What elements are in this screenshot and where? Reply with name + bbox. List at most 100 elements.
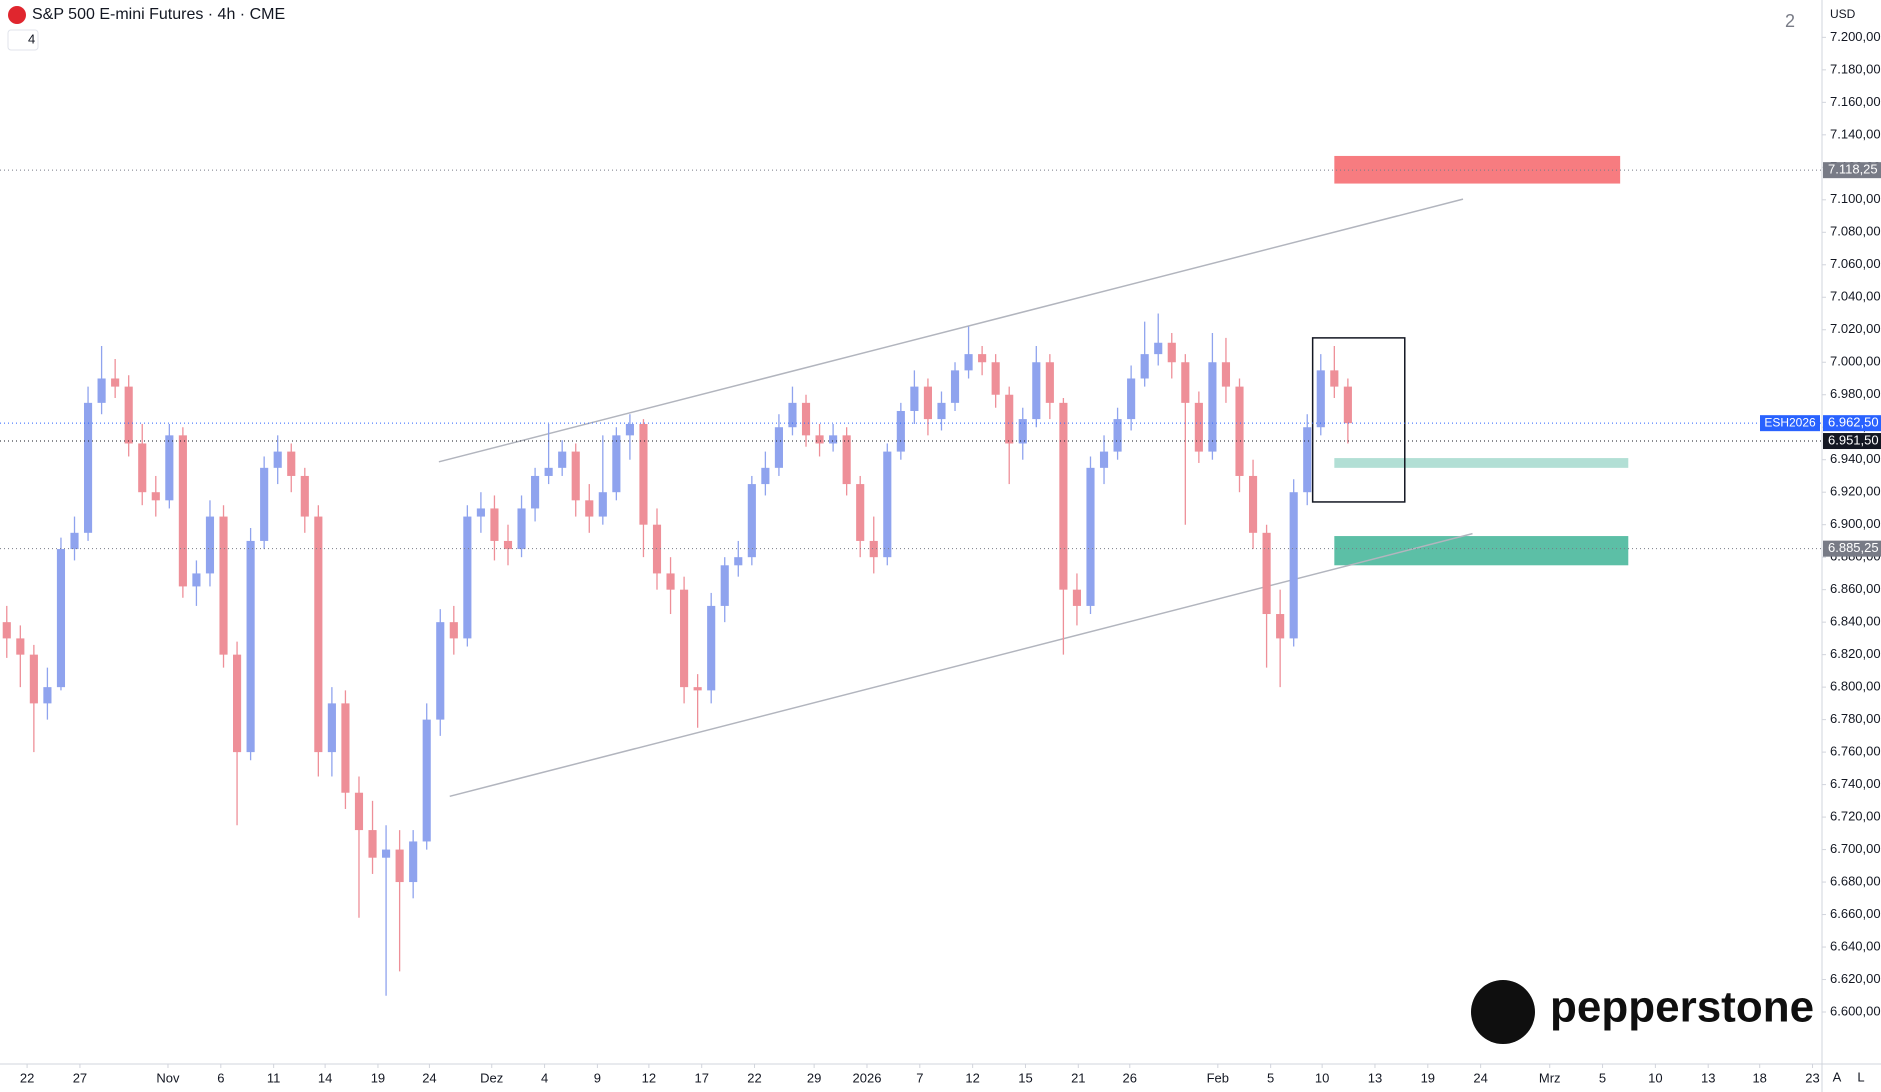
candle-body [29, 654, 38, 704]
candle-body [111, 378, 120, 387]
candle-body [585, 500, 594, 517]
candle-body [327, 703, 336, 753]
x-tick-label: 22 [747, 1070, 761, 1085]
candle-body [801, 402, 811, 436]
x-tick-label: 18 [1752, 1070, 1766, 1085]
x-tick-label: 26 [1123, 1070, 1137, 1085]
candle-body [1221, 362, 1231, 387]
y-tick-label: 6.600,00 [1830, 1003, 1881, 1018]
candle-body [232, 654, 242, 753]
candle-body [707, 605, 716, 691]
price-label: 6.962,50 [1828, 415, 1879, 430]
x-tick-label: 22 [20, 1070, 34, 1085]
candle-body [950, 370, 960, 403]
candle-body [1086, 467, 1095, 606]
candle-body [896, 410, 905, 452]
x-tick-label: 10 [1315, 1070, 1329, 1085]
candle-body [720, 565, 729, 606]
candle-body [273, 451, 282, 468]
watermark-logo: pepperstone [1471, 980, 1814, 1044]
x-tick-label: 12 [642, 1070, 656, 1085]
candle-body [923, 386, 932, 420]
y-tick-label: 6.840,00 [1830, 614, 1881, 629]
candle-body [1262, 532, 1271, 615]
x-tick-label: 24 [1473, 1070, 1487, 1085]
candle-body [1113, 419, 1122, 452]
y-tick-label: 6.760,00 [1830, 744, 1881, 759]
x-tick-label: 5 [1599, 1070, 1606, 1085]
candle-body [260, 467, 269, 541]
auto-scale-button[interactable]: A [1833, 1069, 1842, 1084]
zone [1334, 458, 1629, 468]
x-tick-label: 13 [1701, 1070, 1715, 1085]
candle-body [1289, 492, 1298, 639]
candle-body [910, 386, 919, 411]
candle-body [341, 703, 350, 793]
candle-body [354, 792, 364, 831]
x-tick-label: Dez [480, 1070, 503, 1085]
candle-body [571, 451, 580, 501]
price-label: 7.118,25 [1828, 162, 1878, 177]
candle-body [1167, 342, 1176, 363]
symbol-title[interactable]: S&P 500 E-mini Futures · 4h · CME [32, 6, 285, 23]
y-tick-label: 6.780,00 [1830, 711, 1881, 726]
x-tick-label: 5 [1267, 1070, 1274, 1085]
candle-body [246, 540, 255, 753]
y-tick-label: 7.040,00 [1830, 289, 1881, 304]
watermark-text: pepperstone [1550, 983, 1814, 1032]
candle-body [1194, 402, 1203, 452]
y-tick-label: 6.680,00 [1830, 874, 1881, 889]
candle-body [842, 435, 851, 485]
currency[interactable]: USD [1830, 7, 1856, 21]
candle-body [382, 849, 391, 858]
candle-body [978, 354, 987, 363]
plot-area [0, 155, 1822, 996]
candle-body [503, 540, 513, 550]
x-tick-label: 13 [1368, 1070, 1382, 1085]
candle-body [368, 830, 377, 858]
x-tick-label: 6 [217, 1070, 224, 1085]
trend-line [449, 532, 1473, 798]
candle-body [43, 687, 52, 704]
y-tick-label: 6.940,00 [1830, 451, 1881, 466]
x-tick-label: 15 [1018, 1070, 1032, 1085]
y-tick-label: 6.700,00 [1830, 841, 1881, 856]
candle-body [747, 484, 756, 558]
indicator-toggle[interactable] [7, 29, 39, 51]
price-label-box [1823, 162, 1881, 179]
candle-body [124, 386, 133, 444]
indicator-count[interactable]: 4 [28, 31, 35, 46]
y-tick-label: 6.740,00 [1830, 776, 1881, 791]
candle-body [1235, 386, 1244, 476]
candle-body [666, 573, 675, 590]
price-label: 6.885,25 [1828, 540, 1879, 555]
y-tick-label: 7.160,00 [1830, 94, 1881, 109]
candle-body [1140, 354, 1149, 379]
candle-body [815, 435, 824, 444]
x-tick-label: 14 [318, 1070, 332, 1085]
x-tick-label: 10 [1648, 1070, 1662, 1085]
x-tick-label: 4 [541, 1070, 548, 1085]
series-name-box [1760, 415, 1820, 432]
candle-body [287, 451, 296, 476]
log-scale-button[interactable]: L [1857, 1069, 1864, 1084]
candle-body [612, 435, 621, 493]
candle-body [680, 589, 689, 688]
candle-body [409, 841, 418, 883]
zone [1334, 536, 1629, 566]
candle-body [693, 687, 702, 691]
candle-body [639, 423, 648, 525]
candle-body [1127, 378, 1136, 420]
trend-line [438, 198, 1464, 463]
candle-body [56, 549, 66, 688]
candle-body [625, 423, 634, 436]
candle-body [449, 622, 458, 639]
candle-body [490, 508, 499, 541]
candle-body [1045, 362, 1054, 403]
candle-body [151, 492, 160, 501]
candle-body [1072, 589, 1082, 606]
candle-body [178, 435, 187, 587]
candle-body [436, 622, 445, 720]
x-tick-label: 19 [371, 1070, 385, 1085]
symbol-logo[interactable] [8, 6, 26, 24]
